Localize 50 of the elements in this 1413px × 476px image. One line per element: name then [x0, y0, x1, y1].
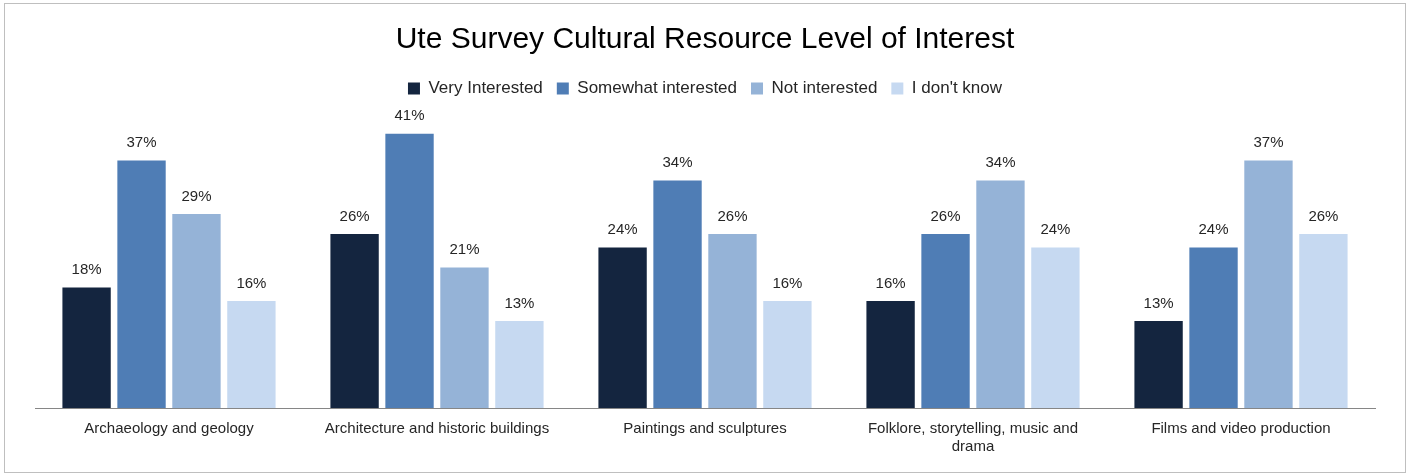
bar	[653, 180, 702, 408]
bar	[866, 300, 915, 408]
bar	[1031, 247, 1080, 408]
chart-title: Ute Survey Cultural Resource Level of Interest	[395, 21, 1015, 55]
bar	[1299, 234, 1348, 408]
data-label: 24%	[607, 220, 638, 238]
data-label: 24%	[1198, 220, 1229, 238]
bar	[495, 321, 544, 408]
bar	[62, 287, 111, 408]
bar	[440, 267, 489, 408]
bar	[172, 214, 221, 408]
data-label: 26%	[339, 206, 370, 224]
data-label: 29%	[181, 186, 212, 204]
bar	[921, 234, 970, 408]
legend-label: Very Interested	[428, 78, 543, 98]
bar	[598, 247, 647, 408]
x-tick-label: Architecture and historic buildings	[324, 419, 550, 437]
bar	[1134, 321, 1183, 408]
legend-label: I don't know	[911, 78, 1003, 98]
legend-label: Somewhat interested	[577, 78, 738, 98]
bar	[385, 133, 434, 408]
data-label: 13%	[504, 293, 535, 311]
data-label: 37%	[1253, 133, 1284, 151]
data-label: 16%	[772, 273, 803, 291]
data-label: 41%	[394, 106, 425, 124]
bar	[227, 300, 276, 408]
bar	[330, 234, 379, 408]
bar	[117, 160, 166, 408]
data-label: 26%	[717, 206, 748, 224]
data-label: 24%	[1040, 220, 1071, 238]
data-label: 37%	[126, 133, 157, 151]
data-label: 16%	[875, 273, 906, 291]
bar	[708, 234, 757, 408]
data-label: 18%	[71, 260, 102, 278]
legend-label: Not interested	[771, 78, 878, 98]
x-tick-label: Films and video production	[1151, 419, 1331, 437]
bar	[1244, 160, 1293, 408]
data-label: 34%	[662, 153, 693, 171]
data-label: 34%	[985, 153, 1016, 171]
data-label: 26%	[1308, 206, 1339, 224]
bar	[1189, 247, 1238, 408]
x-tick-label: Archaeology and geology	[84, 419, 255, 437]
data-label: 16%	[236, 273, 267, 291]
x-tick-label: Folklore, storytelling, music and drama	[867, 419, 1079, 455]
data-label: 21%	[449, 240, 480, 258]
bar	[976, 180, 1025, 408]
data-label: 13%	[1143, 293, 1174, 311]
bar	[763, 300, 812, 408]
data-label: 26%	[930, 206, 961, 224]
x-tick-label: Paintings and sculptures	[623, 419, 787, 437]
